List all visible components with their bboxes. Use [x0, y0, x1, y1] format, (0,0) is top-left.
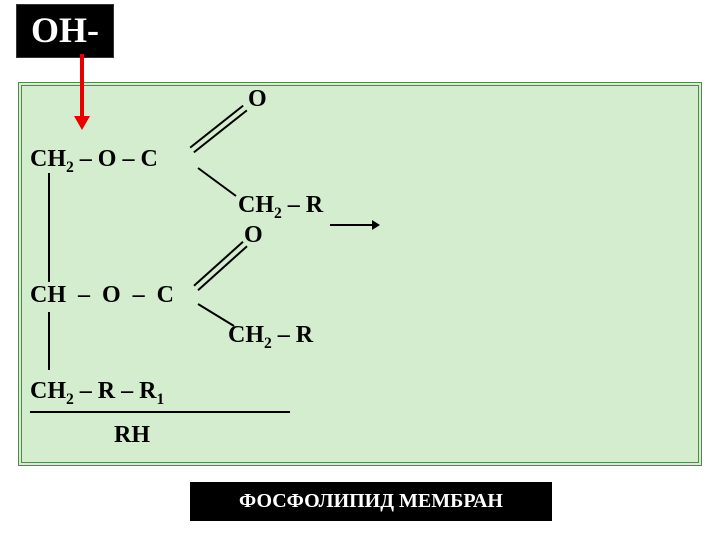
caption-text: ФОСФОЛИПИД МЕМБРАН [239, 490, 503, 512]
group-ch2-r-upper: CH2 – R [238, 192, 323, 223]
atom-o-mid: O [244, 222, 263, 249]
group-ch2-o-c: CH2 – O – C [30, 146, 158, 177]
group-ch2-r-lower: CH2 – R [228, 322, 313, 353]
group-ch-o-c: CH – O – C [30, 282, 174, 309]
oh-label-box: OH- [16, 4, 114, 58]
caption-box: ФОСФОЛИПИД МЕМБРАН [190, 482, 552, 521]
atom-o-top: O [248, 86, 267, 113]
label-rh: RH [114, 422, 150, 449]
group-ch2-r-r1: CH2 – R – R1 [30, 378, 164, 409]
oh-label-text: OH- [31, 10, 99, 50]
